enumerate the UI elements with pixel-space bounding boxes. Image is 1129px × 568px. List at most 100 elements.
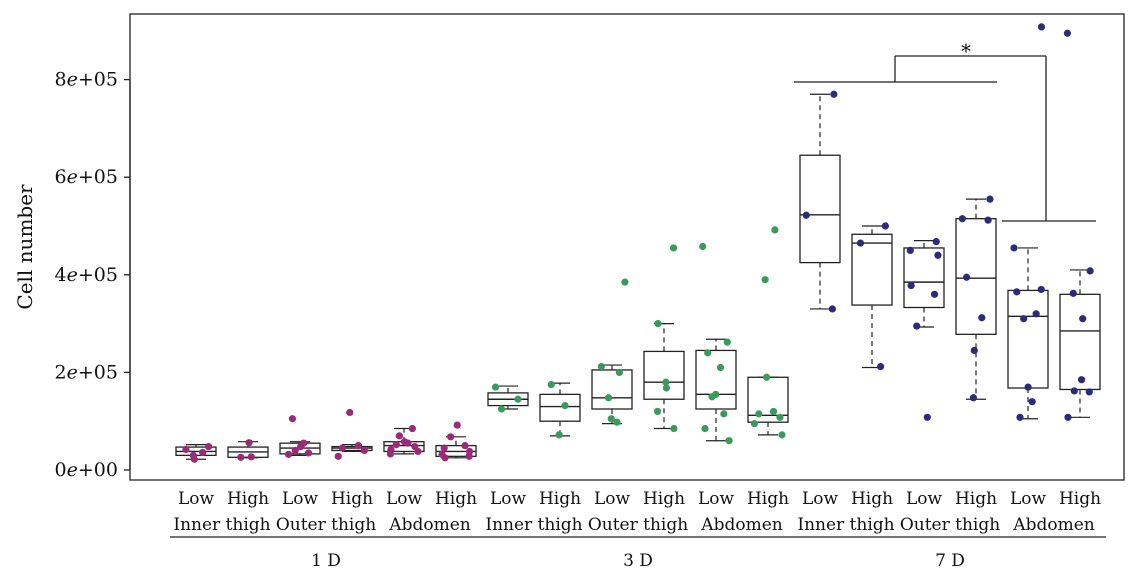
data-point <box>769 407 778 416</box>
box-group <box>175 442 217 463</box>
data-point <box>1024 383 1032 391</box>
level-label: High <box>851 489 893 509</box>
data-point <box>288 415 297 423</box>
data-point <box>1032 310 1040 318</box>
box-group <box>383 424 425 458</box>
box-group <box>903 238 945 421</box>
box-group <box>487 383 529 413</box>
box-iqr <box>591 369 633 410</box>
data-point <box>237 453 245 461</box>
data-point <box>978 314 986 322</box>
box-group <box>851 222 893 371</box>
data-point <box>750 420 759 428</box>
y-axis: 0e+00 2e+05 4e+05 6e+05 8e+05 <box>55 69 131 481</box>
region-label: Inner thigh <box>485 515 582 535</box>
box-group <box>643 244 685 433</box>
level-label: Low <box>698 489 735 509</box>
significance-label: * <box>961 39 971 63</box>
data-point <box>408 424 417 433</box>
box-group <box>279 415 321 458</box>
level-label: High <box>331 489 373 509</box>
data-point <box>923 413 931 421</box>
data-point <box>607 415 615 423</box>
data-point <box>392 441 400 449</box>
data-point <box>1077 376 1086 384</box>
box-iqr <box>955 218 997 335</box>
data-point <box>963 273 971 281</box>
day-label: 1 D <box>311 551 341 568</box>
box-group <box>435 421 477 462</box>
data-point <box>338 444 346 452</box>
data-point <box>1013 288 1021 296</box>
data-point <box>400 438 409 446</box>
data-point <box>1079 315 1087 323</box>
box-iqr <box>695 349 737 410</box>
data-point <box>461 442 469 450</box>
region-label: Inner thigh <box>797 515 894 535</box>
data-point <box>662 378 670 386</box>
data-point <box>334 452 342 460</box>
box-series <box>175 23 1101 463</box>
data-point <box>755 410 763 418</box>
data-point <box>411 442 419 451</box>
data-point <box>555 431 563 439</box>
level-label: High <box>955 489 997 509</box>
data-point <box>447 433 455 441</box>
data-point <box>291 446 299 455</box>
data-point <box>771 226 779 234</box>
data-point <box>712 390 720 398</box>
data-point <box>778 431 786 439</box>
level-label: High <box>643 489 685 509</box>
data-point <box>723 338 731 346</box>
data-point <box>597 362 605 371</box>
data-point <box>699 242 707 251</box>
data-point <box>969 394 978 402</box>
box-group <box>591 278 633 426</box>
region-label: Abdomen <box>388 515 470 535</box>
y-tick-label: 8e+05 <box>55 69 118 91</box>
data-point <box>877 362 885 371</box>
data-point <box>1064 413 1072 421</box>
data-point <box>1037 285 1045 294</box>
data-point <box>491 383 500 391</box>
data-point <box>701 424 709 433</box>
data-point <box>1069 289 1077 297</box>
data-point <box>204 442 213 451</box>
box-group <box>539 381 581 439</box>
region-label: Outer thigh <box>900 515 1000 535</box>
data-point <box>189 451 197 459</box>
data-point <box>725 437 733 445</box>
day-label: 3 D <box>623 551 653 568</box>
level-label: Low <box>906 489 943 509</box>
data-point <box>1037 23 1046 31</box>
data-point <box>704 349 712 357</box>
box-group <box>799 90 841 313</box>
y-tick-label: 6e+05 <box>55 166 118 188</box>
data-point <box>514 395 522 403</box>
data-point <box>958 215 966 223</box>
data-point <box>438 450 446 458</box>
box-iqr <box>643 350 685 400</box>
y-tick-label: 2e+05 <box>55 361 118 383</box>
region-label: Outer thigh <box>276 515 376 535</box>
box-iqr <box>799 154 841 264</box>
box-group <box>1007 23 1049 421</box>
data-point <box>1070 387 1078 395</box>
data-point <box>1028 398 1036 406</box>
data-point <box>497 405 506 413</box>
level-label: Low <box>490 489 527 509</box>
data-point <box>802 211 810 219</box>
data-point <box>346 408 354 417</box>
level-label: High <box>539 489 581 509</box>
data-point <box>716 363 725 372</box>
region-label: Abdomen <box>1012 515 1094 535</box>
level-label: Low <box>802 489 839 509</box>
data-point <box>615 368 624 376</box>
data-point <box>986 195 994 203</box>
significance-bracket: * <box>794 39 1096 222</box>
data-point <box>387 445 395 454</box>
data-point <box>561 401 569 410</box>
y-tick-label: 4e+05 <box>55 264 118 286</box>
data-point <box>669 244 678 252</box>
data-point <box>761 276 769 284</box>
